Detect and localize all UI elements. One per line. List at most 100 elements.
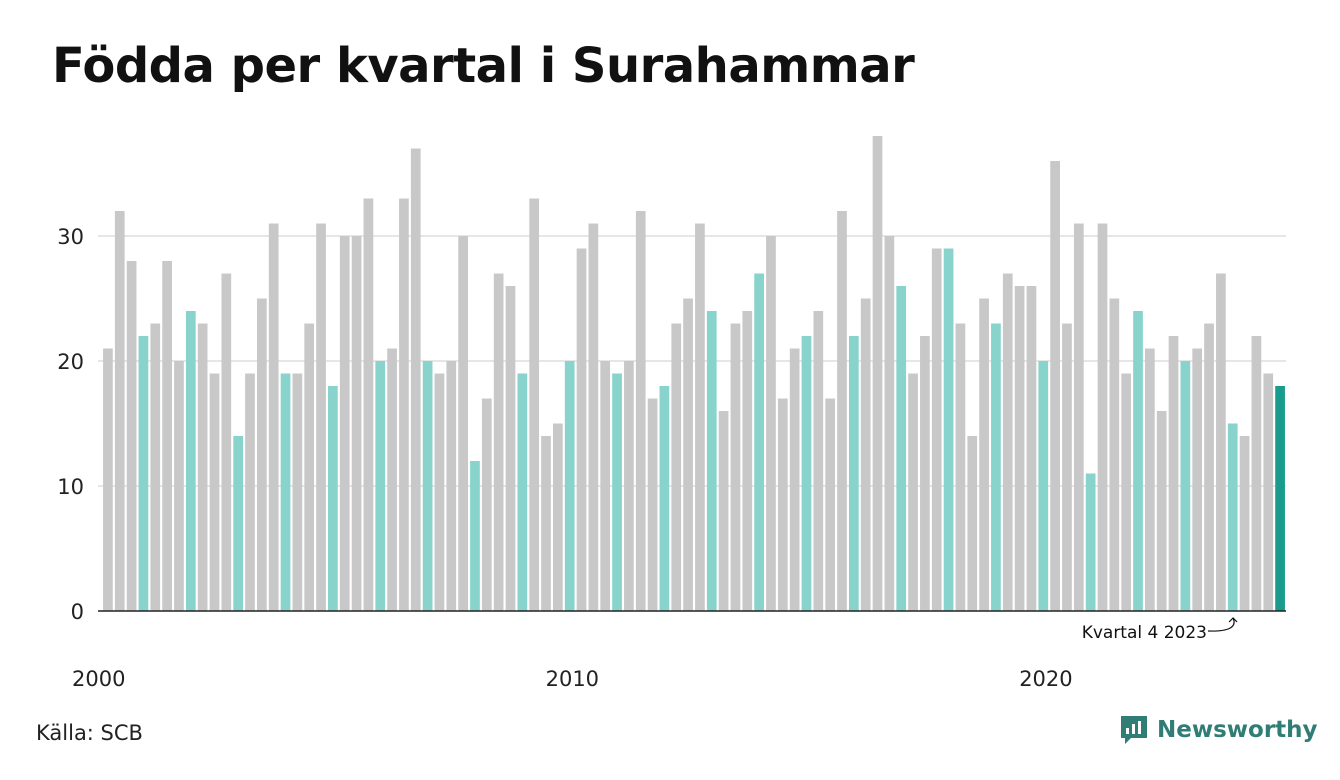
bar <box>1097 223 1108 611</box>
bar <box>1002 273 1013 611</box>
bar <box>683 298 693 611</box>
bar <box>541 436 551 611</box>
bar <box>1062 323 1072 611</box>
bar <box>766 236 776 611</box>
bar <box>635 211 646 611</box>
bar <box>777 398 788 611</box>
bar <box>896 286 907 611</box>
bar <box>884 236 895 611</box>
bar <box>671 323 682 611</box>
bar <box>280 373 291 611</box>
bar <box>103 348 113 611</box>
bar <box>1038 361 1049 611</box>
bar <box>908 373 918 611</box>
bar <box>292 373 303 611</box>
bar <box>1050 161 1060 611</box>
bar <box>138 336 149 611</box>
y-tick-label: 10 <box>57 475 84 499</box>
bar <box>458 236 468 611</box>
bar <box>481 398 492 611</box>
bar <box>1180 361 1191 611</box>
bar <box>1073 223 1084 611</box>
bar <box>1026 286 1037 611</box>
bar <box>185 311 196 611</box>
bar <box>446 361 457 611</box>
bar <box>742 311 753 611</box>
bar <box>1121 373 1132 611</box>
bar <box>1239 436 1250 611</box>
bar <box>339 236 350 611</box>
bar <box>174 361 184 611</box>
bar <box>434 373 445 611</box>
bar <box>209 373 220 611</box>
bar <box>422 361 433 611</box>
bar <box>1192 348 1203 611</box>
bar <box>576 248 587 611</box>
bar <box>328 386 338 611</box>
x-axis-ticks: 2000 2010 2020 <box>72 667 1073 691</box>
bar <box>399 198 409 611</box>
bar <box>1168 336 1179 611</box>
bar <box>410 148 421 611</box>
bar <box>718 411 729 611</box>
bar <box>564 361 575 611</box>
bar <box>624 361 634 611</box>
bar <box>505 286 516 611</box>
bar <box>754 273 764 611</box>
bar <box>1156 411 1167 611</box>
bar <box>162 261 172 611</box>
newsworthy-icon <box>1121 716 1147 744</box>
bar <box>126 261 137 611</box>
bar <box>730 323 741 611</box>
bar <box>1204 323 1214 611</box>
bar <box>659 386 670 611</box>
bar <box>991 323 1001 611</box>
chart-title: Födda per kvartal i Surahammar <box>52 38 915 94</box>
y-tick-label: 30 <box>57 225 84 249</box>
bar <box>1216 273 1226 611</box>
bar <box>221 273 232 611</box>
bar <box>600 361 611 611</box>
bar <box>517 373 528 611</box>
bar <box>931 248 942 611</box>
bar <box>316 223 326 611</box>
x-tick-label: 2010 <box>546 667 599 691</box>
source-note: Källa: SCB <box>36 721 143 745</box>
bar <box>114 211 125 611</box>
annotation: Kvartal 4 2023 <box>1082 617 1238 643</box>
bar <box>1144 348 1155 611</box>
bar <box>197 323 208 611</box>
bar <box>245 373 255 611</box>
bar <box>1133 311 1143 611</box>
bar <box>304 323 315 611</box>
bar <box>1227 423 1238 611</box>
bar <box>955 323 966 611</box>
annotation-label: Kvartal 4 2023 <box>1082 623 1207 643</box>
y-tick-label: 20 <box>57 350 84 374</box>
bar <box>647 398 658 611</box>
bar <box>860 298 871 611</box>
bar <box>848 336 859 611</box>
bar <box>943 248 954 611</box>
bar <box>351 236 362 611</box>
bar <box>1014 286 1025 611</box>
bar <box>387 348 397 611</box>
bar <box>363 198 374 611</box>
bar <box>470 461 480 611</box>
bar <box>1251 336 1262 611</box>
bar <box>612 373 622 611</box>
bar <box>801 336 812 611</box>
bar <box>150 323 161 611</box>
y-axis-ticks: 0 10 20 30 <box>57 225 84 624</box>
bar <box>979 298 989 611</box>
x-tick-label: 2000 <box>72 667 125 691</box>
bars <box>103 136 1285 611</box>
x-tick-label: 2020 <box>1019 667 1072 691</box>
bar <box>1275 386 1285 611</box>
bar <box>1085 473 1096 611</box>
annotation-arrow <box>1207 617 1238 632</box>
bar <box>493 273 504 611</box>
bar <box>588 223 599 611</box>
bar <box>920 336 930 611</box>
